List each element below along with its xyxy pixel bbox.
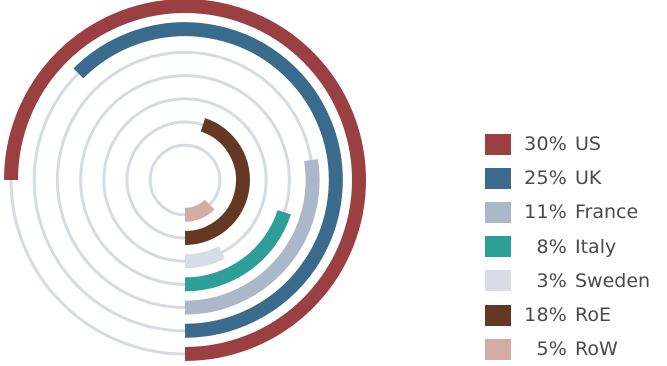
legend-label-france: France bbox=[575, 201, 639, 224]
legend-label-sweden: Sweden bbox=[575, 269, 651, 292]
legend-percent-sweden: 3% bbox=[536, 269, 567, 292]
track-ring-row bbox=[148, 143, 222, 217]
legend-swatch-france bbox=[485, 201, 511, 223]
legend-swatch-row bbox=[485, 338, 511, 360]
legend-item-france: 11% France bbox=[485, 195, 667, 229]
legend-label-italy: Italy bbox=[575, 235, 617, 258]
radial-bars-svg bbox=[4, 0, 366, 361]
legend-swatch-italy bbox=[485, 236, 511, 258]
bar-arc-roe bbox=[184, 118, 250, 245]
bar-arc-us bbox=[4, 0, 366, 361]
bar-arc-sweden bbox=[184, 246, 226, 269]
legend-swatch-us bbox=[485, 133, 511, 155]
legend-swatch-sweden bbox=[485, 270, 511, 292]
legend-label-roe: RoE bbox=[575, 304, 611, 327]
bar-arc-france bbox=[184, 158, 320, 315]
bar-arc-uk bbox=[73, 22, 343, 338]
legend-percent-uk: 25% bbox=[524, 167, 567, 190]
legend-item-roe: 18% RoE bbox=[485, 298, 667, 332]
legend-item-row: 5% RoW bbox=[485, 332, 667, 366]
legend-item-sweden: 3% Sweden bbox=[485, 264, 667, 298]
legend: 30% US 25% UK 11% France 8% Italy 3% Swe… bbox=[485, 127, 667, 366]
legend-percent-roe: 18% bbox=[524, 304, 567, 327]
legend-swatch-uk bbox=[485, 167, 511, 189]
bar-arc-row bbox=[184, 199, 215, 222]
legend-item-us: 30% US bbox=[485, 127, 667, 161]
legend-percent-italy: 8% bbox=[536, 235, 567, 258]
legend-item-italy: 8% Italy bbox=[485, 230, 667, 264]
legend-label-us: US bbox=[575, 133, 601, 156]
legend-percent-us: 30% bbox=[524, 133, 567, 156]
legend-percent-row: 5% bbox=[536, 338, 567, 361]
bar-arc-italy bbox=[184, 209, 291, 292]
legend-label-uk: UK bbox=[575, 167, 602, 190]
legend-item-uk: 25% UK bbox=[485, 161, 667, 195]
bar-arcs bbox=[4, 0, 366, 361]
legend-percent-france: 11% bbox=[524, 201, 567, 224]
legend-label-row: RoW bbox=[575, 338, 618, 361]
legend-swatch-roe bbox=[485, 304, 511, 326]
